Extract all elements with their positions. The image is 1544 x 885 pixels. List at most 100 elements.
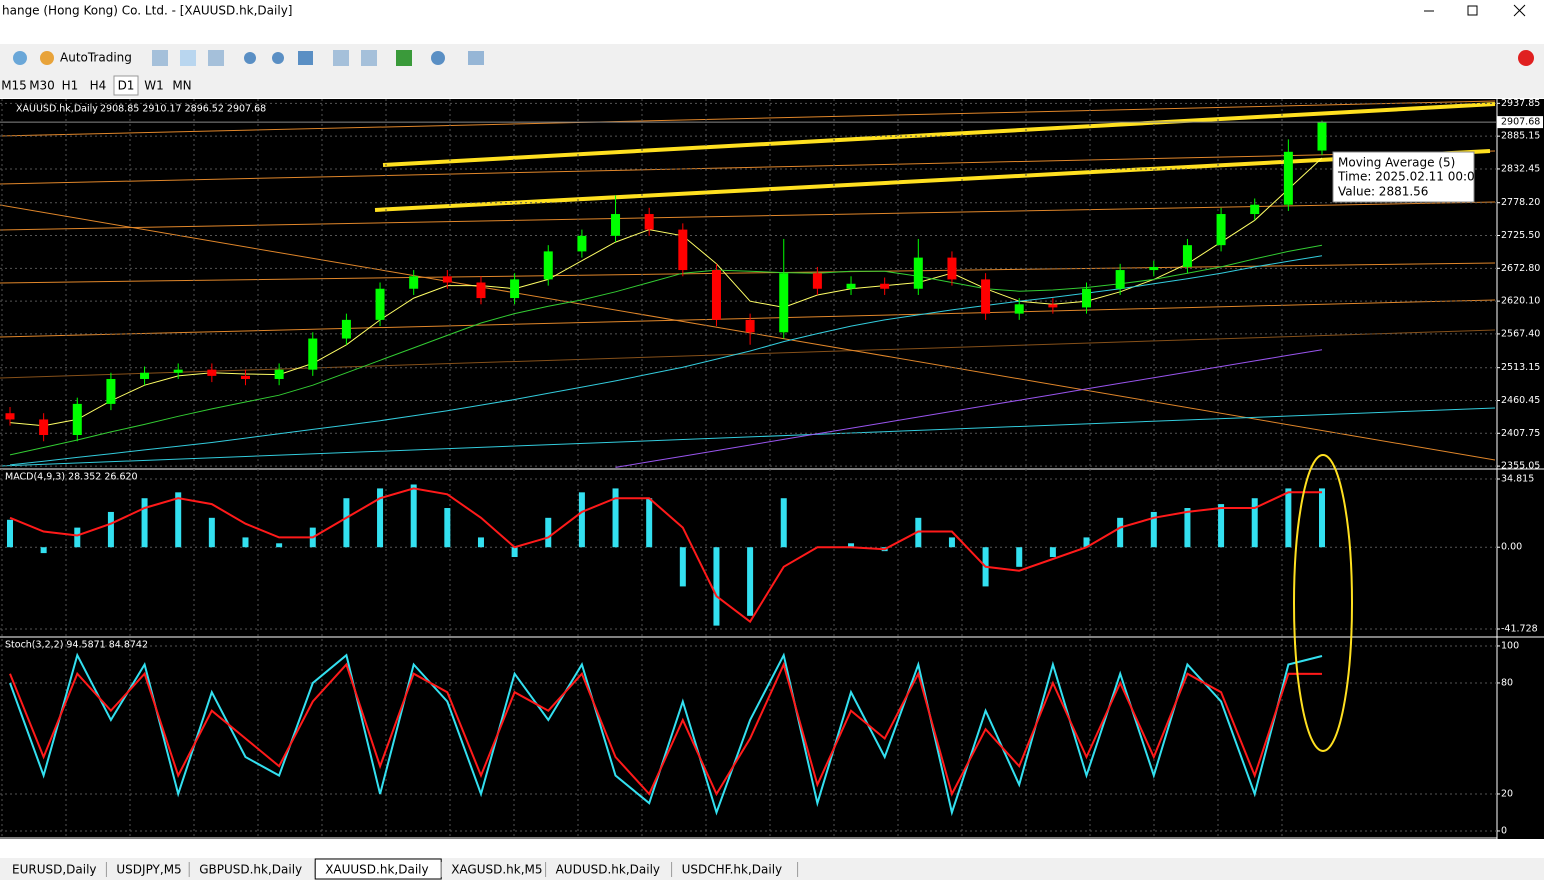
x-tick-label: 5 Oct 2024 bbox=[450, 842, 503, 853]
y-tick-label: 2672.80 bbox=[1501, 263, 1540, 274]
candle-body bbox=[510, 279, 520, 299]
highlight-ellipse bbox=[1293, 454, 1353, 752]
macd-bar bbox=[1251, 498, 1258, 548]
candle-body bbox=[173, 369, 183, 373]
timeframe-button[interactable]: M15 bbox=[1, 79, 27, 93]
macd-bar bbox=[1218, 504, 1225, 548]
candle-body bbox=[207, 369, 217, 376]
macd-bar bbox=[948, 537, 955, 548]
x-tick-label: 16 Jan 2025 bbox=[1154, 842, 1211, 853]
tab[interactable]: USDJPY,M5 bbox=[116, 863, 181, 877]
series-line bbox=[9, 244, 1323, 456]
candle-body bbox=[644, 214, 654, 230]
last-price-label: 2907.68 bbox=[1501, 117, 1540, 128]
series-line bbox=[9, 487, 1322, 624]
pane-title: MACD(4,9,3) 28.352 26.620 bbox=[5, 472, 138, 483]
candle-body bbox=[1048, 304, 1058, 308]
candle-body bbox=[711, 270, 721, 320]
macd-bar bbox=[1117, 517, 1124, 548]
macd-bar bbox=[343, 498, 350, 548]
chart-subtitle: 2908.85 2910.17 2896.52 2907.68 bbox=[100, 104, 266, 115]
candle-body bbox=[812, 273, 822, 289]
menu-bar bbox=[0, 22, 1544, 44]
series-line bbox=[615, 349, 1323, 468]
toolbar bbox=[0, 44, 1544, 72]
toolbar-icons[interactable] bbox=[152, 50, 484, 66]
macd-bar bbox=[1150, 511, 1157, 548]
x-tick-label: 4 Feb 2025 bbox=[1282, 842, 1335, 853]
timeframe-button[interactable]: W1 bbox=[144, 79, 164, 93]
candle-body bbox=[106, 378, 116, 404]
candle-body bbox=[72, 403, 82, 436]
macd-bar bbox=[477, 537, 484, 548]
candle-body bbox=[1216, 214, 1226, 246]
macd-bar bbox=[646, 498, 653, 548]
x-tick-label: 7 Jan 2025 bbox=[1090, 842, 1141, 853]
candle-body bbox=[308, 338, 318, 370]
autotrading-icon[interactable] bbox=[40, 51, 54, 65]
x-tick-label: 10 Aug 2024 bbox=[66, 842, 127, 853]
candle-body bbox=[846, 283, 856, 289]
macd-bar bbox=[40, 547, 47, 554]
macd-bar bbox=[1184, 508, 1191, 548]
candle-body bbox=[1250, 204, 1260, 215]
macd-bar bbox=[612, 488, 619, 548]
title-bar bbox=[0, 0, 1544, 22]
y-tick-label: 100 bbox=[1501, 640, 1519, 651]
candle-body bbox=[779, 273, 789, 333]
tab[interactable]: XAUUSD.hk,Daily bbox=[325, 863, 428, 877]
candle-body bbox=[745, 319, 755, 333]
candle-body bbox=[981, 279, 991, 314]
icon[interactable] bbox=[13, 51, 27, 65]
candle-body bbox=[678, 229, 688, 271]
series-line bbox=[9, 661, 1323, 797]
x-tick-label: 29 Aug 2024 bbox=[194, 842, 255, 853]
series-line bbox=[9, 255, 1323, 466]
timeframe-bar bbox=[0, 72, 1544, 98]
ma-tooltip: Moving Average (5) Time: 2025.02.11 00:0… bbox=[1332, 151, 1482, 203]
macd-bar bbox=[679, 547, 686, 587]
timeframe-button[interactable]: M30 bbox=[29, 79, 55, 93]
candle-body bbox=[341, 319, 351, 339]
tab[interactable]: GBPUSD.hk,Daily bbox=[199, 863, 302, 877]
tab[interactable]: USDCHF.hk,Daily bbox=[682, 863, 783, 877]
macd-bar bbox=[1285, 488, 1292, 548]
x-tick-label: 7 Sep 2024 bbox=[258, 842, 312, 853]
candle-body bbox=[1082, 288, 1092, 308]
macd-bar bbox=[713, 547, 720, 626]
x-tick-label: 12 Nov 2024 bbox=[706, 842, 767, 853]
tab[interactable]: EURUSD,Daily bbox=[12, 863, 97, 877]
macd-bar bbox=[444, 508, 451, 548]
y-tick-label: 2355.05 bbox=[1501, 461, 1540, 472]
autotrading-button[interactable]: AutoTrading bbox=[60, 51, 132, 65]
candle-body bbox=[1317, 122, 1327, 151]
candle-body bbox=[1182, 245, 1192, 267]
y-tick-label: 2513.15 bbox=[1501, 362, 1540, 373]
candle-body bbox=[947, 257, 957, 280]
candle-body bbox=[375, 288, 385, 320]
tab[interactable]: XAGUSD.hk,M5 bbox=[451, 863, 542, 877]
tooltip-time: Time: 2025.02.11 00:00 bbox=[1337, 170, 1482, 184]
candle-body bbox=[1115, 270, 1125, 289]
y-tick-label: 2620.10 bbox=[1501, 296, 1540, 307]
y-tick-label: 2937.85 bbox=[1501, 98, 1540, 109]
tab[interactable]: AUDUSD.hk,Daily bbox=[556, 863, 660, 877]
macd-bar bbox=[1016, 547, 1023, 567]
macd-bar bbox=[848, 543, 855, 548]
notification-badge[interactable] bbox=[1518, 50, 1534, 66]
candle-body bbox=[880, 283, 890, 289]
y-tick-label: -41.728 bbox=[1501, 623, 1538, 634]
timeframe-button[interactable]: D1 bbox=[118, 79, 135, 93]
timeframe-button[interactable]: H1 bbox=[62, 79, 79, 93]
x-tick-label: 17 Sep 2024 bbox=[322, 842, 382, 853]
candle-body bbox=[442, 276, 452, 283]
window-controls[interactable] bbox=[1424, 4, 1526, 17]
timeframe-button[interactable]: H4 bbox=[90, 79, 107, 93]
y-tick-label: 2778.20 bbox=[1501, 197, 1540, 208]
y-tick-label: 2407.75 bbox=[1501, 428, 1540, 439]
macd-bar bbox=[74, 527, 81, 548]
timeframe-button[interactable]: MN bbox=[172, 79, 191, 93]
macd-bar bbox=[7, 519, 13, 548]
x-tick-label: 30 Nov 2024 bbox=[834, 842, 895, 853]
